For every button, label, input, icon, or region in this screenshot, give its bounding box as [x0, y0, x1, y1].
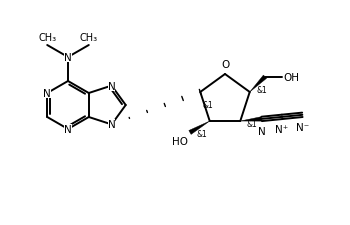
Text: N: N: [64, 124, 72, 134]
Text: N⁻: N⁻: [296, 122, 309, 132]
Text: N: N: [258, 126, 266, 136]
Text: N: N: [108, 81, 116, 91]
Text: O: O: [221, 60, 229, 70]
Text: CH₃: CH₃: [80, 33, 98, 43]
Text: N⁺: N⁺: [275, 124, 289, 134]
Text: OH: OH: [284, 72, 300, 82]
Polygon shape: [189, 122, 210, 135]
Text: &1: &1: [246, 119, 257, 128]
Text: &1: &1: [202, 101, 213, 110]
Text: &1: &1: [197, 129, 208, 138]
Text: N: N: [43, 89, 51, 99]
Text: HO: HO: [172, 137, 188, 147]
Polygon shape: [250, 76, 267, 92]
Text: CH₃: CH₃: [38, 33, 56, 43]
Text: &1: &1: [257, 86, 267, 95]
Text: N: N: [64, 53, 72, 63]
Text: N: N: [108, 120, 116, 130]
Polygon shape: [240, 117, 262, 122]
